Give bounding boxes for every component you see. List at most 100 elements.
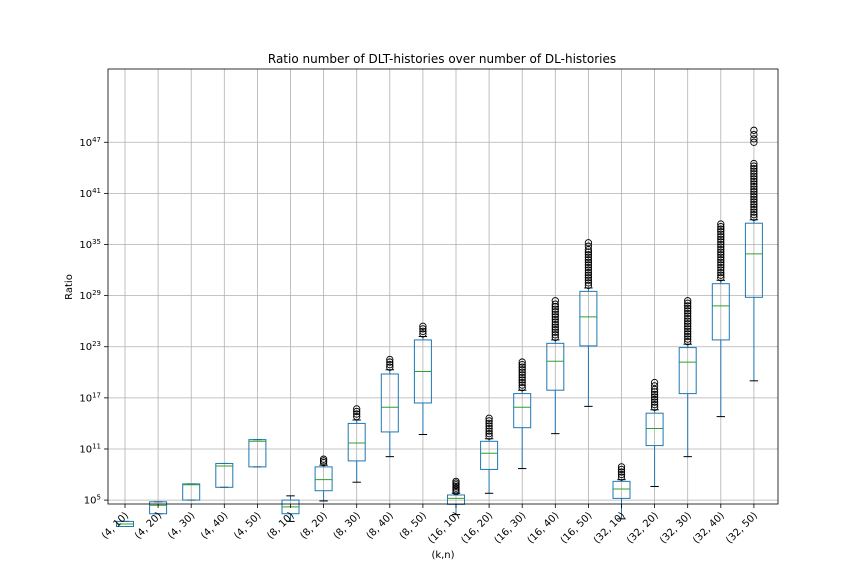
outlier-point	[551, 305, 559, 313]
y-tick-label: 1035	[79, 238, 101, 251]
outlier-point	[485, 422, 493, 430]
outlier-point	[717, 274, 725, 282]
y-tick-label: 1017	[79, 391, 101, 404]
outlier-point	[750, 193, 758, 201]
outlier-point	[750, 190, 758, 198]
box-group	[347, 405, 366, 483]
y-tick-base: 10	[79, 444, 92, 455]
box-group	[678, 297, 697, 458]
box-iqr	[645, 412, 664, 447]
plot-frame	[107, 68, 779, 505]
outlier-point	[750, 167, 758, 175]
x-axis-label: (k,n)	[431, 550, 454, 561]
outlier-point	[518, 383, 526, 392]
box-group	[744, 126, 763, 382]
outlier-point	[717, 258, 725, 267]
outlier-point	[518, 360, 526, 369]
x-tick-label: (32, 20)	[625, 510, 661, 546]
outlier-point	[750, 211, 758, 219]
box-iqr	[612, 480, 631, 499]
outlier-point	[518, 368, 526, 376]
y-tick-label: 105	[84, 494, 101, 507]
outlier-point	[485, 414, 493, 422]
outlier-point	[551, 313, 559, 321]
box-iqr	[711, 283, 730, 341]
outlier-point	[485, 427, 493, 435]
outlier-point	[518, 373, 526, 382]
box-group	[182, 483, 201, 501]
box-group	[413, 322, 432, 435]
outlier-point	[717, 251, 725, 259]
outlier-point	[684, 297, 692, 305]
outlier-point	[750, 135, 758, 143]
box-group	[215, 462, 234, 488]
x-tick-label: (32, 50)	[724, 510, 760, 546]
outlier-point	[551, 323, 559, 331]
outlier-point	[750, 213, 758, 221]
x-tick-label: (4, 50)	[232, 510, 263, 541]
y-tick-base: 10	[79, 189, 92, 200]
outlier-point	[717, 243, 725, 251]
outlier-point	[419, 325, 427, 333]
outlier-point	[518, 381, 526, 389]
box-group	[513, 358, 532, 470]
outlier-point	[353, 405, 361, 413]
outlier-point	[684, 312, 692, 320]
box-iqr	[149, 501, 168, 515]
box-iqr	[347, 422, 366, 462]
outlier-point	[717, 230, 725, 238]
outlier-point	[750, 198, 758, 206]
box-iqr	[744, 222, 763, 298]
outlier-point	[750, 177, 758, 186]
outlier-point	[353, 407, 361, 416]
x-tick-label: (4, 10)	[100, 510, 131, 541]
outlier-point	[617, 465, 626, 474]
outlier-point	[650, 401, 659, 409]
outlier-point	[551, 297, 559, 305]
x-tick-label: (4, 40)	[199, 510, 230, 541]
outlier-point	[684, 332, 692, 341]
outlier-point	[717, 263, 725, 272]
outlier-point	[717, 235, 725, 244]
outlier-point	[551, 300, 559, 308]
x-tick-label: (32, 30)	[658, 510, 694, 546]
y-tick-label: 1029	[79, 289, 101, 302]
outlier-point	[717, 253, 725, 261]
box-group	[116, 520, 134, 528]
outlier-point	[650, 378, 659, 387]
outlier-point	[750, 172, 758, 180]
outlier-point	[584, 261, 593, 269]
outlier-point	[551, 310, 559, 319]
outlier-point	[353, 410, 361, 418]
outlier-point	[684, 309, 692, 318]
outlier-point	[717, 222, 725, 231]
outlier-point	[717, 245, 725, 254]
x-axis-ticks: (4, 10) (4, 20) (4, 30) (4, 40) (4, 50) (8, 1…	[100, 504, 760, 546]
outlier-point	[419, 322, 427, 330]
outlier-point	[750, 159, 758, 168]
outlier-point	[684, 337, 692, 346]
outlier-point	[684, 320, 692, 328]
outlier-point	[584, 276, 593, 284]
x-tick-label: (8, 30)	[332, 510, 363, 541]
outlier-point	[452, 477, 460, 486]
outlier-point	[717, 261, 725, 269]
outlier-point	[650, 403, 659, 411]
outlier-point	[584, 239, 593, 247]
outlier-point	[684, 304, 692, 313]
outlier-point	[684, 317, 692, 325]
y-tick-base: 10	[79, 342, 92, 353]
x-tick-label: (16, 20)	[459, 510, 495, 546]
outlier-point	[419, 327, 427, 336]
outlier-point	[717, 266, 725, 274]
x-tick-label: (8, 10)	[265, 510, 296, 541]
y-tick-exponent: 41	[92, 187, 101, 195]
outlier-point	[319, 455, 328, 463]
outlier-point	[684, 299, 692, 307]
outlier-point	[684, 327, 692, 336]
outlier-point	[584, 266, 593, 274]
outlier-point	[750, 180, 758, 188]
outlier-point	[750, 170, 758, 178]
outlier-point	[750, 185, 758, 193]
